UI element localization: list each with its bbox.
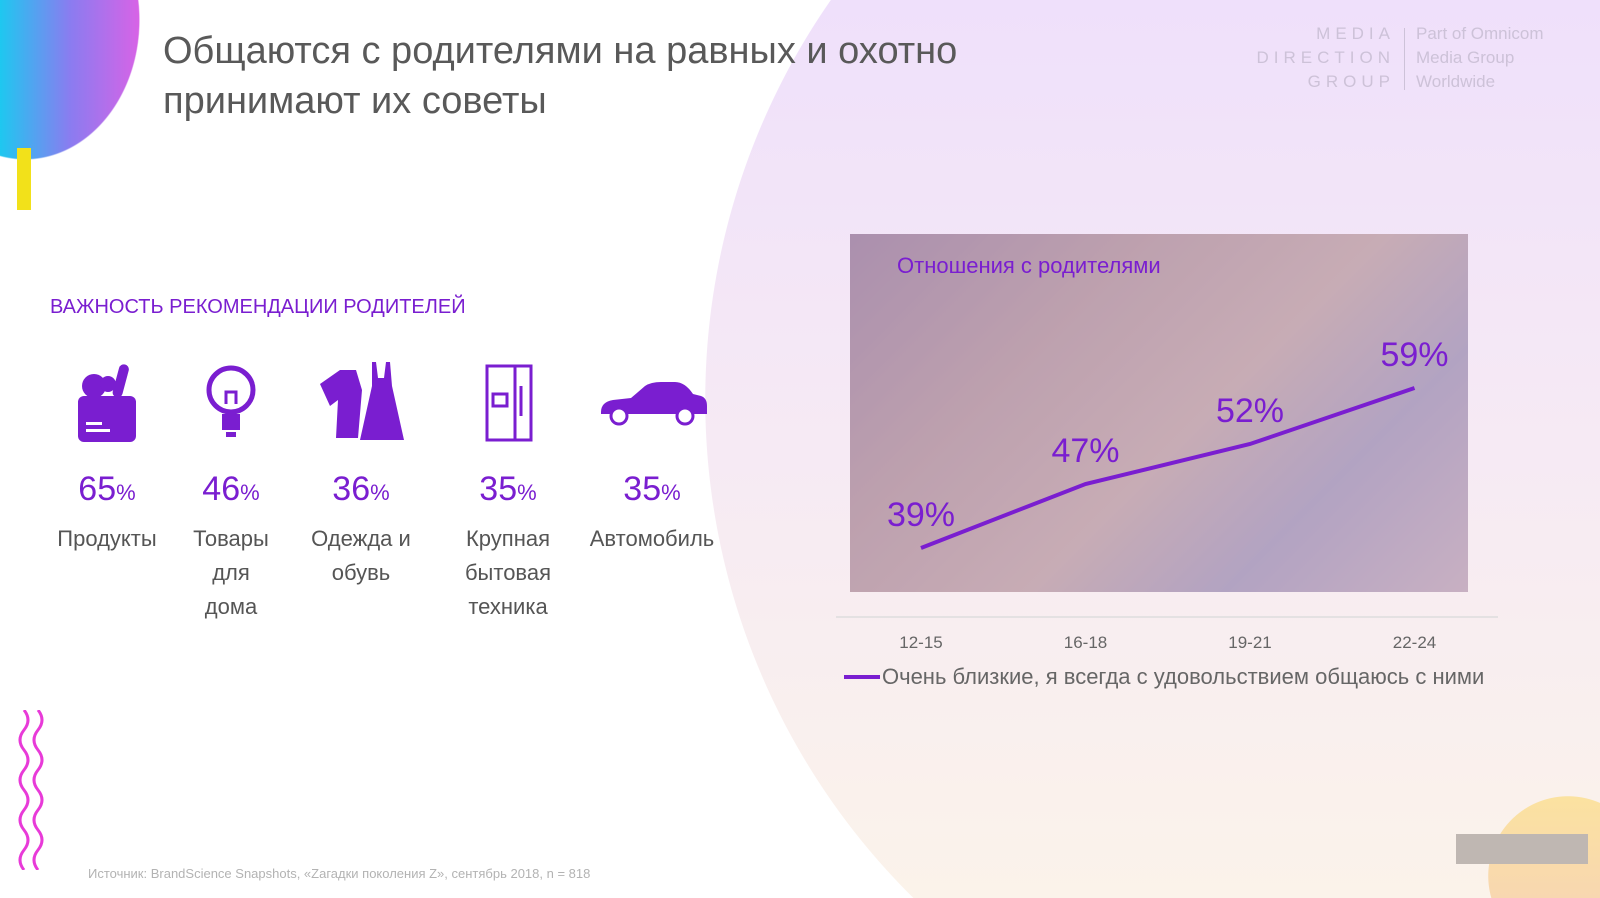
grocery-bag-icon	[78, 364, 136, 442]
legend-swatch	[844, 675, 880, 679]
chart-legend: Очень близкие, я всегда с удовольствием …	[844, 660, 1504, 693]
category-home-goods: 46% Товары для дома	[186, 360, 276, 624]
category-groceries: 65% Продукты	[42, 360, 172, 556]
category-label: Автомобиль	[589, 526, 715, 551]
x-tick-label: 19-21	[1228, 633, 1271, 652]
category-label: Крупная бытовая техника	[464, 526, 552, 619]
page-title: Общаются с родителями на равных и охотно…	[163, 30, 958, 122]
category-value: 35%	[479, 470, 537, 508]
fridge-icon	[485, 364, 533, 442]
category-value: 46%	[202, 470, 260, 508]
logo-right: Part of Omnicom Media Group Worldwide	[1416, 24, 1544, 91]
logo-divider	[1404, 28, 1405, 90]
clothes-icon	[320, 362, 404, 440]
x-tick-label: 22-24	[1393, 633, 1436, 652]
legend-label: Очень близкие, я всегда с удовольствием …	[882, 664, 1485, 689]
category-appliances: 35% Крупная бытовая техника	[453, 360, 563, 624]
category-value: 35%	[623, 470, 681, 508]
series-line	[920, 386, 1416, 550]
x-tick-label: 12-15	[899, 633, 942, 652]
data-label: 47%	[1051, 432, 1119, 470]
data-label: 39%	[887, 496, 955, 534]
logo-left: MEDIA DIRECTION GROUP	[1256, 24, 1395, 91]
category-clothes: 36% Одежда и обувь	[311, 360, 411, 590]
category-label: Одежда и обувь	[311, 526, 411, 585]
chart-title: Отношения с родителями	[897, 253, 1161, 278]
x-tick-label: 16-18	[1064, 633, 1107, 652]
decor-circle	[0, 0, 140, 160]
lightbulb-icon	[206, 365, 256, 437]
wavy-decor	[18, 710, 44, 870]
section-title: ВАЖНОСТЬ РЕКОМЕНДАЦИИ РОДИТЕЛЕЙ	[50, 296, 466, 318]
category-label: Продукты	[57, 526, 157, 551]
car-icon	[601, 382, 707, 426]
chart-background-photo	[850, 234, 1468, 592]
category-label: Товары для дома	[193, 526, 269, 619]
data-label: 59%	[1380, 336, 1448, 374]
category-value: 65%	[78, 470, 136, 508]
source-note: Источник: BrandScience Snapshots, «Zагад…	[88, 866, 591, 881]
data-label: 52%	[1216, 392, 1284, 430]
decor-bar	[17, 148, 31, 210]
category-car: 35% Автомобиль	[577, 360, 727, 556]
decor-box	[1456, 834, 1588, 864]
category-value: 36%	[332, 470, 390, 508]
